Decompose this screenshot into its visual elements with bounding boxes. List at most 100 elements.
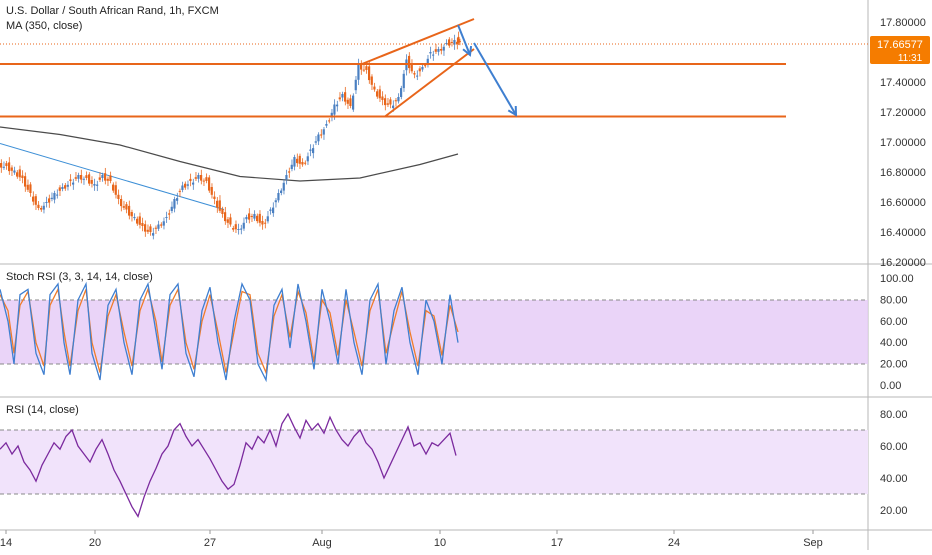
candle-body	[72, 182, 75, 185]
candle-body	[85, 175, 88, 178]
candle-body	[96, 184, 99, 186]
candle-body	[32, 196, 35, 202]
candle-body	[213, 196, 216, 199]
candle-body	[146, 229, 149, 232]
candle-body	[50, 197, 53, 199]
candle-body	[173, 199, 176, 209]
candle-body	[218, 200, 221, 211]
candle-body	[240, 228, 243, 230]
candle-body	[290, 164, 293, 169]
candle-body	[336, 104, 339, 107]
candle-body	[381, 96, 384, 100]
ma-350-line[interactable]	[0, 126, 459, 182]
time-tick-label: 10	[434, 537, 446, 549]
candle-body	[61, 187, 64, 189]
candle-body	[400, 88, 403, 97]
rsi-line[interactable]	[0, 412, 457, 518]
candle-body	[352, 95, 355, 110]
candle-body	[378, 89, 381, 99]
candle-body	[370, 76, 373, 85]
stoch-k-line[interactable]	[0, 281, 459, 383]
candle-body	[184, 183, 187, 188]
candle-body	[424, 65, 427, 67]
rsi-pane[interactable]	[0, 412, 868, 518]
candle-body	[344, 92, 347, 102]
stoch-rsi-pane[interactable]	[0, 281, 868, 383]
candle-body	[256, 215, 259, 222]
candle-body	[202, 180, 205, 182]
candle-body	[5, 163, 8, 166]
candle-body	[296, 158, 299, 164]
candle-body	[138, 216, 141, 225]
price-tick-label: 17.80000	[880, 17, 926, 29]
candle-body	[186, 184, 189, 186]
time-tick-label: 14	[0, 537, 12, 549]
candle-body	[80, 175, 83, 180]
candle-body	[229, 217, 232, 225]
wedge-lower-line[interactable]	[384, 48, 475, 118]
candle-body	[432, 54, 435, 56]
price-pane[interactable]	[0, 18, 868, 240]
candle-body	[232, 228, 235, 230]
candle-body	[456, 41, 459, 45]
candle-body	[416, 75, 419, 77]
price-badge-background	[870, 36, 930, 64]
candle-body	[8, 162, 11, 172]
ma-legend-label: MA (350, close)	[6, 20, 82, 32]
time-tick-label: 17	[551, 537, 563, 549]
candle-body	[136, 218, 139, 224]
stoch-tick-label: 40.00	[880, 337, 908, 349]
wedge-upper-line[interactable]	[361, 18, 475, 65]
candle-body	[165, 217, 168, 218]
candle-body	[16, 172, 19, 177]
price-tick-label: 16.20000	[880, 257, 926, 269]
stoch-rsi-label: Stoch RSI (3, 3, 14, 14, close)	[6, 271, 153, 283]
candle-body	[101, 175, 104, 178]
forecast-arrow-short[interactable]	[457, 24, 471, 56]
candle-body	[384, 98, 387, 106]
candle-body	[114, 185, 117, 195]
candle-body	[210, 187, 213, 195]
stoch-band	[0, 300, 868, 364]
rsi-band	[0, 430, 868, 494]
candle-body	[141, 223, 144, 226]
price-badge-value: 17.66577	[877, 39, 923, 51]
candle-body	[40, 208, 43, 210]
candle-body	[448, 39, 451, 46]
candle-body	[330, 112, 333, 118]
candle-body	[106, 178, 109, 181]
time-tick-label: 20	[89, 537, 101, 549]
candle-body	[282, 182, 285, 191]
candle-body	[242, 222, 245, 229]
candle-body	[90, 180, 93, 184]
candle-body	[440, 49, 443, 51]
candle-body	[48, 198, 51, 203]
candle-body	[274, 200, 277, 203]
candle-body	[98, 177, 101, 180]
candle-body	[133, 217, 136, 219]
candle-body	[453, 40, 456, 45]
candle-body	[74, 177, 77, 179]
candle-body	[312, 148, 315, 154]
candle-body	[109, 175, 112, 181]
candle-body	[26, 184, 29, 190]
candle-body	[328, 120, 331, 122]
down-trendline[interactable]	[0, 143, 225, 210]
candle-body	[298, 155, 301, 164]
candle-body	[437, 49, 440, 52]
candle-body	[13, 170, 16, 173]
candle-body	[426, 58, 429, 64]
candle-body	[176, 198, 179, 201]
forecast-arrow-long[interactable]	[473, 42, 517, 116]
last-price-badge: 17.66577 11:31	[870, 36, 930, 64]
stoch-tick-label: 20.00	[880, 359, 908, 371]
price-tick-label: 17.40000	[880, 77, 926, 89]
candle-body	[224, 212, 227, 222]
candle-body	[152, 233, 155, 236]
candle-body	[434, 49, 437, 52]
candle-body	[125, 204, 128, 210]
candle-body	[360, 64, 363, 70]
candle-body	[392, 105, 395, 109]
candle-body	[77, 175, 80, 179]
